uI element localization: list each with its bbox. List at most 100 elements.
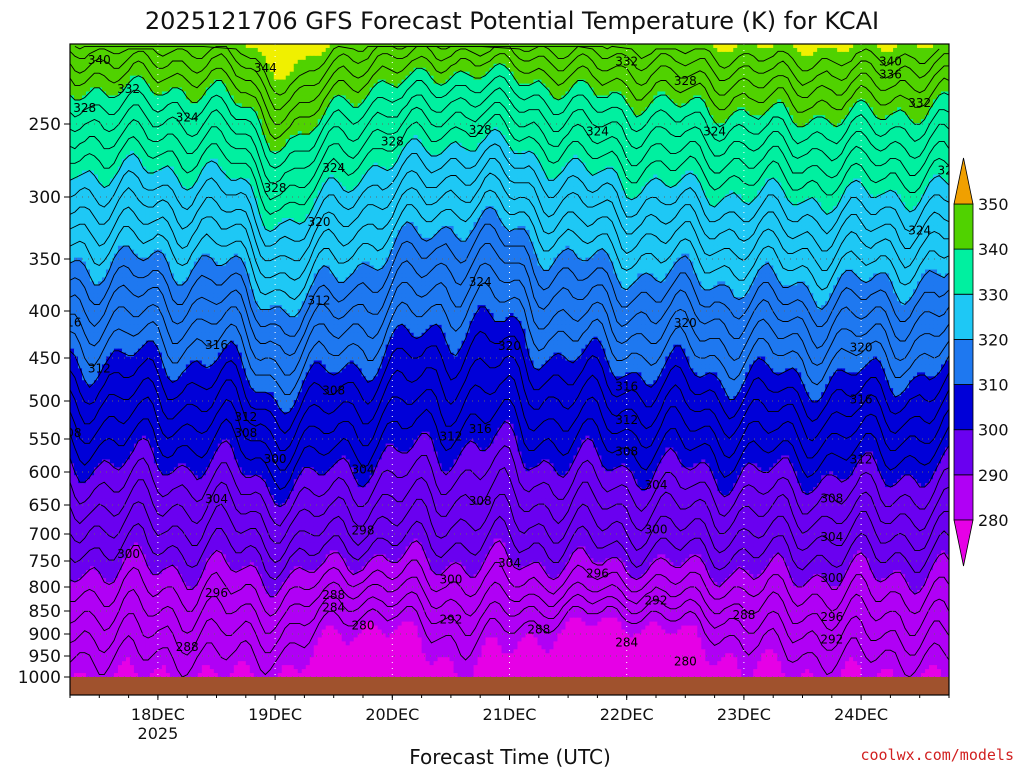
field-cell [434,99,439,104]
field-cell [306,103,311,108]
field-cell [146,60,151,65]
field-cell [925,48,930,53]
field-cell [837,44,842,49]
field-cell [593,107,598,112]
field-cell [238,72,243,77]
field-cell [769,60,774,65]
field-cell [234,52,239,57]
field-cell [286,76,291,81]
field-cell [302,131,307,136]
field-cell [258,44,263,49]
field-cell [458,80,463,85]
field-cell [118,64,123,69]
field-cell [805,76,810,81]
field-cell [262,52,267,57]
field-cell [833,84,838,89]
field-cell [330,107,335,112]
field-cell [709,103,714,108]
field-cell [298,52,303,57]
field-cell [250,99,255,104]
field-cell [637,88,642,93]
field-cell [649,123,654,128]
field-cell [94,68,99,73]
field-cell [569,56,574,61]
field-cell [378,84,383,89]
field-cell [565,48,570,53]
field-cell [494,91,499,96]
field-cell [905,119,910,124]
field-cell [841,84,846,89]
field-cell [577,72,582,77]
field-cell [729,48,734,53]
field-cell [593,103,598,108]
field-cell [769,64,774,69]
field-cell [669,107,674,112]
field-cell [573,64,578,69]
field-cell [893,44,898,49]
field-cell [649,60,654,65]
field-cell [525,48,530,53]
field-cell [158,56,163,61]
field-cell [829,84,834,89]
field-cell [681,60,686,65]
field-cell [166,48,171,53]
field-cell [941,95,946,100]
field-cell [134,68,139,73]
field-cell [494,131,499,136]
field-cell [641,103,646,108]
field-cell [318,99,323,104]
field-cell [390,127,395,132]
field-cell [514,88,519,93]
field-cell [801,60,806,65]
field-cell [354,56,359,61]
field-cell [909,80,914,85]
field-cell [865,52,870,57]
field-cell [645,111,650,116]
field-cell [78,131,83,136]
field-cell [729,68,734,73]
field-cell [809,52,814,57]
field-cell [737,127,742,132]
field-cell [254,103,259,108]
field-cell [118,111,123,116]
field-cell [645,127,650,132]
field-cell [210,76,215,81]
field-cell [653,115,658,120]
field-cell [126,131,131,136]
field-cell [242,60,247,65]
field-cell [466,107,471,112]
field-cell [154,88,159,93]
field-cell [366,127,371,132]
field-cell [290,64,295,69]
field-cell [462,76,467,81]
field-cell [601,91,606,96]
field-cell [849,99,854,104]
field-cell [933,56,938,61]
field-cell [430,103,435,108]
field-cell [370,72,375,77]
field-cell [310,48,315,53]
field-cell [689,131,694,136]
field-cell [897,119,902,124]
field-cell [218,72,223,77]
field-cell [813,56,818,61]
field-cell [793,68,798,73]
field-cell [749,72,754,77]
field-cell [358,95,363,100]
field-cell [637,123,642,128]
field-cell [382,99,387,104]
field-cell [398,103,403,108]
field-cell [917,80,922,85]
field-cell [370,107,375,112]
field-cell [226,99,231,104]
field-cell [274,99,279,104]
field-cell [306,123,311,128]
field-cell [917,56,922,61]
field-cell [573,76,578,81]
field-cell [521,91,526,96]
field-cell [913,111,918,116]
field-cell [146,64,151,69]
field-cell [825,60,830,65]
field-cell [825,123,830,128]
field-cell [869,52,874,57]
